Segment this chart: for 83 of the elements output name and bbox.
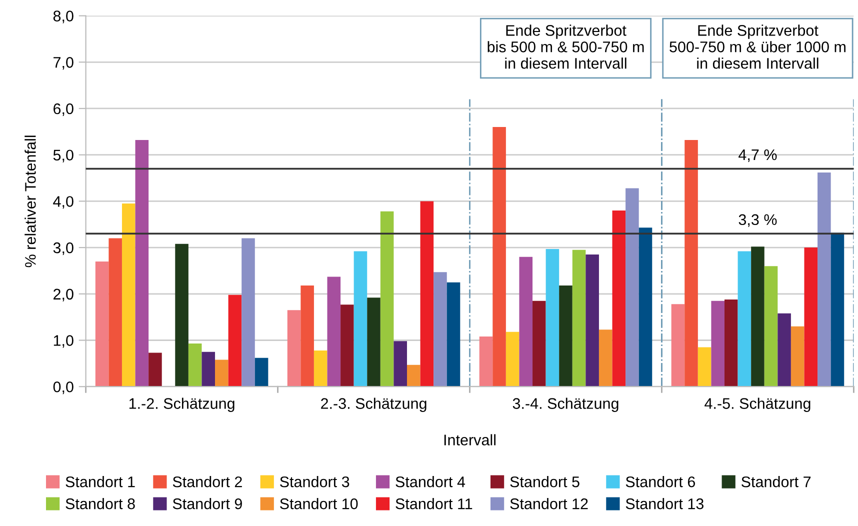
bar [684, 140, 698, 387]
x-tick-label: 2.-3. Schätzung [321, 398, 426, 412]
bar [380, 211, 394, 387]
bar [818, 172, 831, 387]
bar [148, 352, 162, 387]
annotation: Ende Spritzverbot bis 500 m & 500-750 m in diesem Intervall [488, 24, 644, 69]
bar [532, 300, 546, 387]
y-tick-label: 7,0 [54, 57, 74, 70]
y-tick-label: 2,0 [54, 288, 74, 302]
bar [446, 282, 460, 387]
y-tick-label: 3,0 [53, 242, 74, 256]
legend-label: Standort 10 [280, 498, 358, 510]
bar [546, 248, 560, 387]
bar [479, 336, 493, 387]
bar [175, 244, 188, 387]
legend-label: Standort 3 [280, 476, 350, 488]
bar [340, 304, 354, 387]
legend-label: Standort 9 [172, 498, 242, 510]
legend-label: Standort 7 [742, 476, 811, 488]
bar [598, 330, 612, 387]
bar [612, 210, 626, 387]
y-tick-label: 1,0 [54, 335, 74, 348]
bar [586, 254, 599, 387]
bar [830, 232, 844, 387]
bar [367, 298, 380, 387]
legend-label: Standort 13 [626, 498, 704, 510]
y-tick-label: 6,0 [54, 103, 74, 116]
bar [724, 299, 738, 387]
bar [559, 286, 572, 387]
bar [738, 251, 752, 387]
y-tick-label: 8,0 [53, 10, 74, 24]
bar [420, 201, 434, 387]
bar [572, 250, 586, 387]
x-tick-label: 3.-4. Schätzung [512, 398, 618, 412]
legend-label: Standort 2 [172, 476, 242, 488]
legend-label: Standort 12 [510, 498, 588, 510]
bar [626, 188, 639, 387]
bar [406, 364, 420, 387]
bar [108, 238, 122, 387]
bar [135, 140, 149, 387]
bar [698, 347, 712, 387]
y-axis-title: % relativer Totenfall [24, 136, 36, 268]
bar [202, 352, 216, 387]
bar [188, 344, 202, 387]
bar [287, 310, 301, 387]
bar [711, 300, 724, 387]
bar [242, 238, 255, 387]
legend-label: Standort 4 [396, 476, 466, 488]
bar [434, 272, 447, 387]
annotation: Ende Spritzverbot 500-750 m & über 1000 m in diesem Intervall [670, 24, 846, 69]
legend-label: Standort 11 [396, 498, 472, 510]
bar [122, 204, 136, 387]
bar [519, 256, 533, 387]
bar [804, 248, 818, 387]
y-tick-label: 0,0 [53, 381, 74, 394]
legend-label: Standort 6 [626, 476, 695, 488]
x-tick-label: 1.-2. Schätzung [129, 398, 234, 412]
bar [394, 341, 407, 387]
legend-label: Standort 5 [510, 476, 580, 488]
y-tick-label: 5,0 [53, 150, 74, 162]
bar [778, 313, 791, 387]
bar [790, 326, 804, 387]
bar [764, 266, 778, 387]
bar [95, 261, 109, 387]
bar [228, 294, 242, 387]
y-tick-label: 4,0 [53, 196, 74, 209]
bar [354, 251, 368, 387]
bar [638, 228, 652, 387]
legend-label: Standort 1 [66, 476, 135, 488]
bar [671, 304, 685, 387]
bar [314, 350, 328, 387]
bar [215, 360, 228, 387]
legend-label: Standort 8 [66, 498, 135, 510]
bar [492, 127, 506, 387]
ref-line-label: 4,7 % [738, 149, 777, 162]
bar [506, 332, 520, 387]
bar [327, 276, 341, 387]
bar [751, 246, 764, 387]
x-tick-label: 4.-5. Schätzung [704, 398, 810, 412]
x-axis-title: Intervall [444, 434, 496, 446]
ref-line-label: 3,3 % [738, 214, 777, 227]
bar [254, 358, 268, 387]
bar [300, 286, 314, 387]
